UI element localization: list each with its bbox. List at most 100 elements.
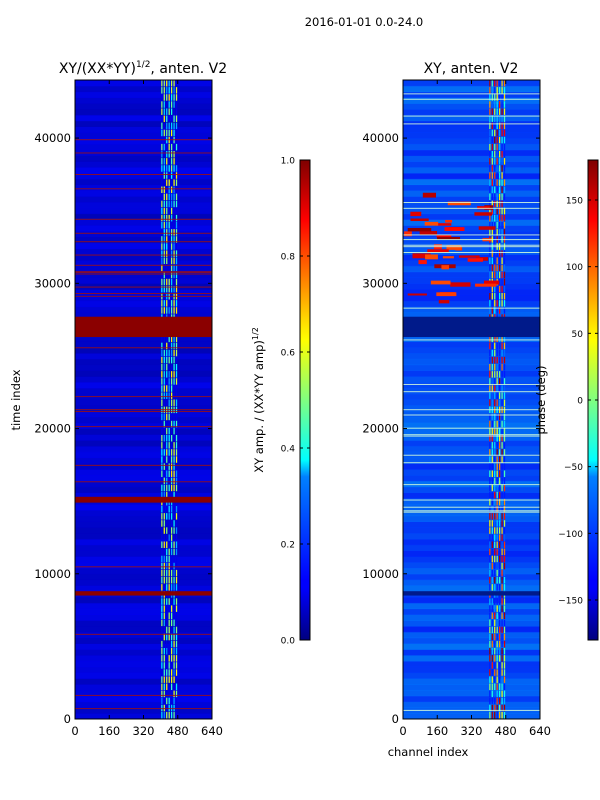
heatmap-cell (173, 648, 175, 655)
heatmap-cell (166, 399, 168, 406)
heatmap-cell (166, 94, 168, 101)
heatmap-cell (503, 683, 506, 690)
heatmap-row (403, 155, 540, 162)
heatmap-cell (163, 264, 165, 272)
heatmap-cell (496, 520, 498, 527)
heatmap-cell (496, 364, 498, 371)
heatmap-cell (161, 115, 163, 122)
heatmap-cell (163, 271, 165, 279)
heatmap-row (75, 480, 212, 488)
heatmap-cell (173, 534, 175, 541)
heatmap-cell (175, 229, 178, 236)
heatmap-cell (489, 143, 491, 151)
heatmap-cell (171, 300, 173, 307)
heatmap-cell (494, 555, 496, 563)
heatmap-cell (166, 151, 168, 158)
heatmap-row (403, 231, 540, 238)
heatmap-cell (489, 442, 491, 449)
heatmap-cell (168, 399, 170, 406)
heatmap-row (403, 190, 540, 197)
heatmap-cell (161, 413, 163, 421)
heatmap-cell (168, 172, 170, 179)
heatmap-cell (496, 179, 498, 186)
heatmap-row (75, 132, 212, 139)
heatmap-cell (491, 300, 493, 307)
heatmap-cell (161, 598, 163, 605)
heatmap-cell (494, 186, 496, 193)
heatmap-patch (424, 221, 439, 226)
heatmap-cell (171, 598, 173, 605)
heatmap-cell (503, 527, 506, 534)
heatmap-cell (499, 278, 501, 286)
heatmap-cell (496, 619, 498, 627)
heatmap-row (403, 666, 540, 674)
heatmap-cell (166, 243, 168, 250)
heatmap-cell (501, 648, 503, 655)
heatmap-cell (499, 491, 501, 499)
heatmap-cell (494, 214, 496, 222)
heatmap-cell (166, 172, 168, 179)
colorbar-tick-label: 50 (572, 330, 584, 340)
heatmap-row (75, 475, 212, 482)
flag-line (403, 462, 540, 464)
heatmap-row (75, 556, 212, 563)
heatmap-cell (489, 94, 491, 101)
heatmap-cell (499, 619, 501, 627)
heatmap-cell (499, 94, 501, 101)
flag-line (403, 510, 540, 512)
heatmap-cell (491, 513, 493, 520)
heatmap-cell (171, 179, 173, 186)
flag-line (75, 295, 212, 297)
heatmap-cell (175, 435, 178, 442)
heatmap-cell (173, 115, 175, 122)
heatmap-row (403, 585, 540, 592)
heatmap-cell (491, 101, 493, 108)
heatmap-cell (499, 143, 501, 151)
heatmap-row (75, 509, 212, 517)
heatmap-row (75, 695, 212, 703)
heatmap-cell (496, 640, 498, 648)
flagged-time-band (403, 316, 540, 338)
heatmap-cell (171, 477, 173, 485)
y-tick-label: 40000 (34, 131, 71, 145)
heatmap-cell (496, 371, 498, 378)
heatmap-cell (494, 129, 496, 137)
right-plot-title: XY, anten. V2 (424, 61, 519, 77)
heatmap-cell (163, 555, 165, 563)
heatmap-row (75, 533, 212, 540)
flag-line (403, 307, 540, 309)
heatmap-cell (175, 285, 178, 293)
heatmap-cell (499, 513, 501, 520)
right-colorbar: −150 −100 −50 0 50 100 150 phase (deg) (534, 159, 599, 641)
heatmap-cell (166, 456, 168, 463)
heatmap-cell (491, 640, 493, 648)
heatmap-cell (161, 711, 163, 719)
heatmap-cell (489, 470, 491, 477)
heatmap-cell (499, 534, 501, 541)
heatmap-cell (173, 463, 175, 470)
heatmap-row (75, 126, 212, 133)
heatmap-cell (494, 626, 496, 634)
heatmap-cell (499, 640, 501, 648)
heatmap-cell (494, 250, 496, 257)
heatmap-cell (166, 371, 168, 378)
heatmap-cell (496, 222, 498, 229)
heatmap-cell (496, 449, 498, 456)
heatmap-cell (496, 498, 498, 506)
heatmap-cell (489, 229, 491, 236)
heatmap-cell (168, 392, 170, 399)
heatmap-cell (175, 541, 178, 548)
heatmap-cell (489, 584, 491, 591)
heatmap-cell (496, 612, 498, 619)
heatmap-cell (163, 648, 165, 655)
heatmap-cell (501, 541, 503, 548)
heatmap-row (403, 393, 540, 400)
heatmap-cell (494, 193, 496, 201)
heatmap-cell (173, 598, 175, 605)
heatmap-cell (491, 626, 493, 634)
heatmap-cell (173, 633, 175, 641)
heatmap-row (403, 213, 540, 220)
heatmap-cell (496, 87, 498, 94)
heatmap-cell (163, 186, 165, 193)
heatmap-cell (168, 655, 170, 662)
